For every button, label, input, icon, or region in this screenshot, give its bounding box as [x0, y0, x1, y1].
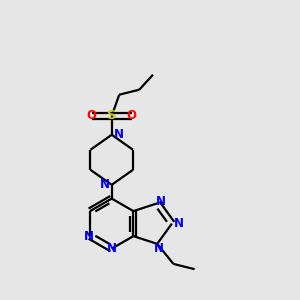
- Text: N: N: [114, 128, 124, 141]
- Text: N: N: [154, 242, 164, 255]
- Text: N: N: [156, 195, 166, 208]
- Text: O: O: [87, 110, 97, 122]
- Text: O: O: [127, 110, 137, 122]
- Text: N: N: [100, 178, 110, 191]
- Text: N: N: [84, 230, 94, 243]
- Text: N: N: [173, 217, 183, 230]
- Text: N: N: [107, 242, 117, 255]
- Text: S: S: [107, 110, 116, 122]
